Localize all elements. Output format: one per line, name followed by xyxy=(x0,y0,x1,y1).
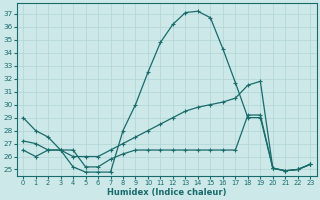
X-axis label: Humidex (Indice chaleur): Humidex (Indice chaleur) xyxy=(107,188,227,197)
